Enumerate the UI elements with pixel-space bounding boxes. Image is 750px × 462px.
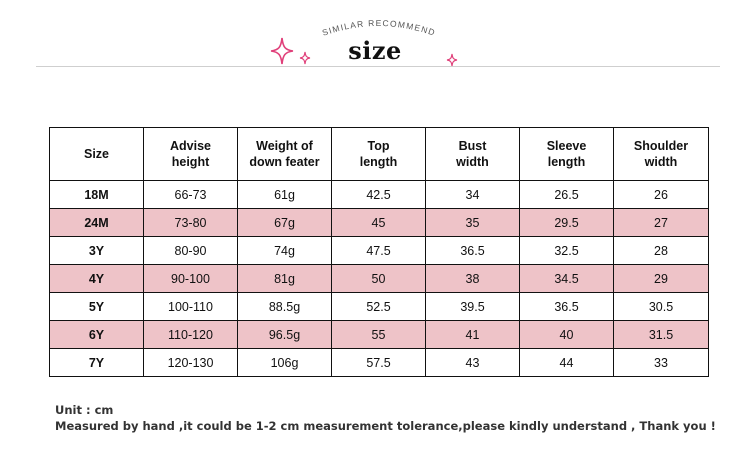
weight-cell: 67g	[237, 208, 332, 237]
column-header: Advise height	[143, 127, 238, 181]
column-header: Shoulder width	[613, 127, 709, 181]
table-row: 18M 66-73 61g 42.5 34 26.5 26	[49, 180, 709, 209]
sleeve-cell: 32.5	[519, 236, 614, 265]
height-cell: 120-130	[143, 348, 238, 377]
column-header: Top length	[331, 127, 426, 181]
page-title: size	[348, 36, 402, 65]
shoulder-cell: 28	[613, 236, 709, 265]
weight-cell: 81g	[237, 264, 332, 293]
subtitle-text: SIMILAR RECOMMEND	[321, 18, 436, 38]
bust-cell: 43	[425, 348, 520, 377]
table-row: 5Y 100-110 88.5g 52.5 39.5 36.5 30.5	[49, 292, 709, 321]
table-row: 7Y 120-130 106g 57.5 43 44 33	[49, 348, 709, 377]
unit-note: Unit : cm	[55, 403, 114, 417]
shoulder-cell: 33	[613, 348, 709, 377]
height-cell: 73-80	[143, 208, 238, 237]
shoulder-cell: 26	[613, 180, 709, 209]
sleeve-cell: 40	[519, 320, 614, 349]
top-length-cell: 50	[331, 264, 426, 293]
svg-text:SIMILAR RECOMMEND: SIMILAR RECOMMEND	[321, 18, 437, 38]
sleeve-cell: 26.5	[519, 180, 614, 209]
sleeve-cell: 34.5	[519, 264, 614, 293]
size-cell: 5Y	[49, 292, 144, 321]
height-cell: 80-90	[143, 236, 238, 265]
sparkle-small-icon	[299, 51, 311, 65]
column-header: Weight of down feater	[237, 127, 332, 181]
height-cell: 110-120	[143, 320, 238, 349]
top-length-cell: 55	[331, 320, 426, 349]
notes-block: Unit : cm Measured by hand ,it could be …	[55, 402, 716, 434]
size-cell: 7Y	[49, 348, 144, 377]
top-length-cell: 42.5	[331, 180, 426, 209]
header-divider	[36, 66, 720, 67]
size-chart-table: Size Advise height Weight of down feater T…	[49, 127, 709, 377]
top-length-cell: 47.5	[331, 236, 426, 265]
tolerance-note: Measured by hand ,it could be 1-2 cm mea…	[55, 419, 716, 433]
table-row: 6Y 110-120 96.5g 55 41 40 31.5	[49, 320, 709, 349]
table-row: 24M 73-80 67g 45 35 29.5 27	[49, 208, 709, 237]
weight-cell: 61g	[237, 180, 332, 209]
bust-cell: 38	[425, 264, 520, 293]
subtitle-arc: SIMILAR RECOMMEND	[321, 18, 437, 38]
shoulder-cell: 27	[613, 208, 709, 237]
sleeve-cell: 44	[519, 348, 614, 377]
column-header: Size	[49, 127, 144, 181]
weight-cell: 96.5g	[237, 320, 332, 349]
weight-cell: 88.5g	[237, 292, 332, 321]
bust-cell: 41	[425, 320, 520, 349]
top-length-cell: 52.5	[331, 292, 426, 321]
column-header: Sleeve length	[519, 127, 614, 181]
top-length-cell: 57.5	[331, 348, 426, 377]
bust-cell: 36.5	[425, 236, 520, 265]
top-length-cell: 45	[331, 208, 426, 237]
table-row: 3Y 80-90 74g 47.5 36.5 32.5 28	[49, 236, 709, 265]
column-header: Bust width	[425, 127, 520, 181]
sparkle-icon	[270, 37, 294, 65]
page-header: SIMILAR RECOMMEND size	[0, 0, 750, 70]
shoulder-cell: 31.5	[613, 320, 709, 349]
weight-cell: 106g	[237, 348, 332, 377]
height-cell: 66-73	[143, 180, 238, 209]
size-cell: 6Y	[49, 320, 144, 349]
size-cell: 4Y	[49, 264, 144, 293]
size-cell: 3Y	[49, 236, 144, 265]
bust-cell: 34	[425, 180, 520, 209]
size-cell: 18M	[49, 180, 144, 209]
bust-cell: 35	[425, 208, 520, 237]
size-cell: 24M	[49, 208, 144, 237]
height-cell: 100-110	[143, 292, 238, 321]
table-header-row: Size Advise height Weight of down feater T…	[49, 127, 709, 181]
bust-cell: 39.5	[425, 292, 520, 321]
table-row: 4Y 90-100 81g 50 38 34.5 29	[49, 264, 709, 293]
shoulder-cell: 30.5	[613, 292, 709, 321]
sleeve-cell: 36.5	[519, 292, 614, 321]
shoulder-cell: 29	[613, 264, 709, 293]
sleeve-cell: 29.5	[519, 208, 614, 237]
weight-cell: 74g	[237, 236, 332, 265]
height-cell: 90-100	[143, 264, 238, 293]
